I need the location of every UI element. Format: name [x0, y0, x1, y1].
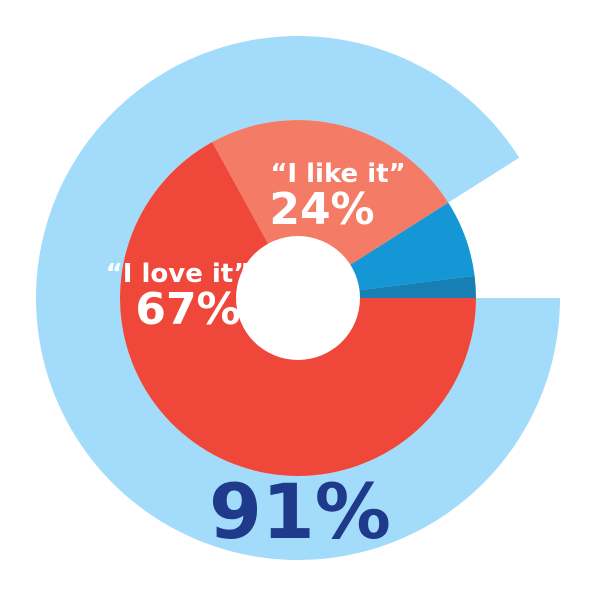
slice-label-love-percent: 67% — [135, 284, 240, 335]
slice-label-love-quote: “I love it” — [106, 259, 251, 289]
total-percent-label: 91% — [209, 467, 391, 556]
slice-label-like-percent: 24% — [269, 184, 374, 235]
pie-slice-1 — [212, 120, 449, 299]
slice-label-like-quote: “I like it” — [270, 159, 405, 189]
outer-ring-91-percent — [36, 35, 560, 560]
donut-hole — [236, 236, 360, 360]
